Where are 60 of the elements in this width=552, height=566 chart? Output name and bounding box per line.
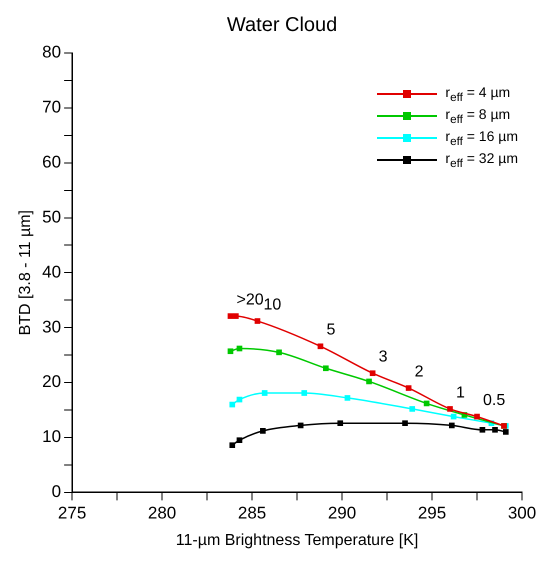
point: [323, 365, 329, 372]
point: [301, 390, 308, 396]
point: [502, 429, 509, 435]
legend-label: r$_{eff}$ = 16 µm: [445, 128, 518, 148]
y-tick-label: 10: [42, 427, 62, 446]
annotation: 0.5: [483, 392, 506, 410]
chart-title: Water Cloud: [226, 14, 338, 37]
annotation: >20: [236, 291, 264, 308]
x-tick-label: 285: [238, 503, 266, 522]
point: [228, 348, 234, 354]
x-tick-label: 275: [58, 503, 86, 522]
annotation: 2: [414, 363, 424, 380]
y-tick-label: 20: [42, 372, 62, 392]
point: [262, 390, 268, 396]
point: [228, 313, 234, 319]
legend-label: r$_{eff}$ = 32 µm: [445, 150, 518, 170]
point: [260, 428, 266, 434]
annotation: 3: [378, 348, 388, 366]
x-tick-label: 300: [508, 503, 536, 522]
point: [492, 426, 498, 433]
annotation: 10: [263, 296, 282, 314]
point: [236, 346, 242, 352]
annotation: 5: [326, 322, 336, 339]
point: [344, 395, 350, 401]
point: [298, 422, 304, 428]
legend-label: r$_{eff}$ = 4 µm: [445, 84, 510, 104]
point: [254, 318, 260, 324]
point: [229, 402, 236, 408]
point: [229, 442, 236, 448]
point: [409, 406, 416, 412]
point: [370, 370, 376, 376]
y-tick-label: 40: [42, 262, 62, 282]
point: [424, 400, 430, 406]
point: [406, 385, 412, 391]
point: [450, 414, 456, 420]
y-axis-title: BTD [3.8 - 11 µm]: [17, 210, 34, 336]
y-tick-label: 70: [42, 98, 62, 117]
point: [447, 406, 453, 412]
point: [337, 420, 344, 426]
point: [402, 420, 408, 426]
annotation: 1: [456, 384, 466, 402]
point: [480, 426, 486, 433]
point: [236, 396, 242, 402]
x-tick-label: 295: [418, 503, 446, 522]
y-tick-label: 60: [42, 152, 62, 172]
x-tick-label: 280: [148, 503, 176, 522]
point: [276, 350, 282, 356]
x-axis-title: 11-µm Brightness Temperature [K]: [176, 532, 418, 549]
y-tick-label: 80: [42, 42, 62, 62]
legend-label: r$_{eff}$ = 8 µm: [445, 106, 510, 126]
point: [448, 422, 455, 428]
point: [318, 343, 324, 350]
point: [233, 313, 239, 319]
y-tick-label: 30: [42, 317, 62, 336]
point: [366, 378, 372, 384]
y-tick-label: 0: [52, 482, 62, 502]
x-tick-label: 290: [328, 503, 356, 522]
point: [474, 414, 480, 420]
y-tick-label: 50: [42, 207, 62, 226]
point: [236, 437, 242, 444]
